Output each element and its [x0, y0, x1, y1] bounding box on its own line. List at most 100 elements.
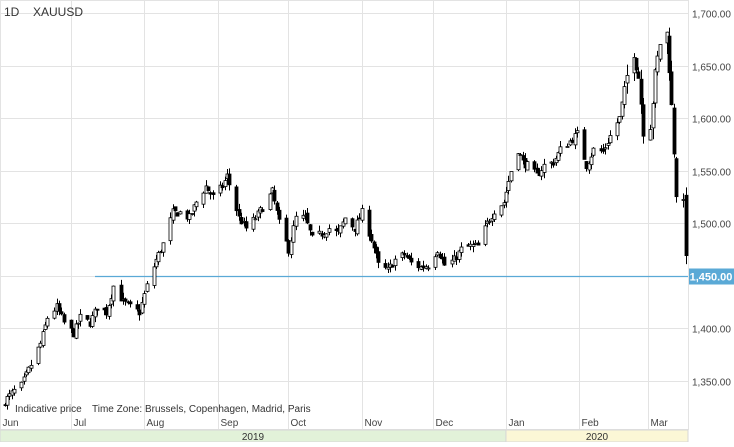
interval-label: 1D: [4, 5, 20, 19]
candle-body: [111, 285, 116, 302]
candle-body: [502, 202, 507, 206]
candle-body: [152, 266, 157, 286]
candle-body: [22, 376, 27, 382]
x-tick-label: Jun: [3, 418, 19, 429]
candle-body: [239, 217, 244, 225]
x-tick-label: Sep: [221, 418, 239, 429]
y-tick-label: 1,700.00: [692, 10, 731, 21]
candle-body: [156, 252, 161, 263]
candle-body: [639, 78, 644, 105]
candle-body: [355, 219, 360, 235]
candle-body: [672, 107, 677, 155]
candle-body: [636, 71, 641, 79]
candle-body: [338, 225, 343, 234]
candle-body: [308, 224, 313, 231]
candle-body: [45, 317, 50, 327]
candle-body: [260, 209, 265, 212]
candle-body: [90, 315, 95, 327]
candle-body: [402, 253, 407, 256]
candle-body: [327, 228, 332, 233]
candle-body: [237, 209, 242, 217]
candle-body: [369, 234, 374, 242]
candle-body: [674, 158, 679, 198]
price-tag: [689, 268, 734, 285]
candle-body: [573, 133, 578, 146]
candle-body: [190, 213, 195, 215]
candle-body: [471, 244, 476, 247]
price-tag-label: 1,450.00: [690, 272, 733, 284]
candle-body: [433, 256, 438, 268]
candle-body: [565, 146, 570, 148]
candle-body: [653, 69, 658, 104]
y-axis: 1,350.00 1,400.00 1,500.00 1,550.00 1,600.00…: [692, 10, 731, 389]
candle-body: [473, 242, 478, 245]
candle-body: [655, 55, 660, 73]
candle-body: [140, 302, 145, 314]
candle-body: [492, 213, 497, 220]
candle-body: [641, 104, 646, 137]
candle-body: [85, 315, 90, 320]
candle-body: [206, 186, 211, 192]
candle-body: [69, 319, 74, 329]
grid: [0, 0, 689, 430]
candle-body: [284, 217, 289, 242]
candle-body: [19, 381, 24, 389]
candle-body: [317, 230, 322, 234]
candle-body: [539, 170, 544, 177]
candle-body: [76, 322, 81, 325]
x-tick-label: Oct: [291, 418, 307, 429]
candle-body: [244, 221, 249, 229]
candle-body: [476, 242, 481, 246]
candle-body: [95, 308, 100, 311]
candle-body: [107, 305, 112, 317]
candle-body: [187, 213, 192, 220]
candle-body: [409, 257, 414, 263]
candle-body: [268, 193, 273, 210]
candle-body: [468, 243, 473, 247]
candle-body: [275, 202, 280, 211]
candle-body: [591, 147, 596, 156]
candle-body: [393, 258, 398, 267]
y-tick-label: 1,550.00: [692, 168, 731, 179]
candle-body: [603, 147, 608, 150]
candle-body: [5, 396, 10, 406]
candle-body: [272, 189, 277, 202]
candle-body: [360, 208, 365, 221]
candle-body: [450, 259, 455, 265]
candle-body: [289, 240, 294, 255]
candle-body: [459, 246, 464, 253]
candle-body: [71, 328, 76, 338]
candle-body: [294, 215, 299, 227]
plot-frame: [0, 0, 689, 430]
candle-body: [123, 298, 128, 302]
candle-body: [171, 208, 176, 221]
candle-body: [178, 211, 183, 215]
candle-body: [128, 301, 133, 305]
y-tick-label: 1,500.00: [692, 220, 731, 231]
candle-body: [658, 44, 663, 60]
candle-body: [416, 261, 421, 269]
candle-body: [38, 342, 43, 348]
candle-body: [26, 366, 31, 374]
candle-body: [145, 283, 150, 292]
candle-body: [376, 251, 381, 263]
candle-body: [435, 252, 440, 256]
candle-body: [558, 146, 563, 154]
support-line: 1,450.00: [95, 268, 734, 285]
candle-body: [509, 171, 514, 182]
candle-body: [442, 256, 447, 266]
candle-body: [59, 311, 64, 315]
candle-body: [251, 216, 256, 230]
candle-body: [622, 86, 627, 105]
candle-body: [201, 192, 206, 205]
candle-body: [142, 293, 147, 305]
candle-body: [684, 194, 689, 257]
candle-body: [499, 205, 504, 216]
candle-body: [648, 129, 653, 141]
candle-body: [173, 206, 178, 212]
candle-body: [161, 242, 166, 253]
candle-body: [506, 181, 511, 191]
y-tick-label: 1,650.00: [692, 63, 731, 74]
